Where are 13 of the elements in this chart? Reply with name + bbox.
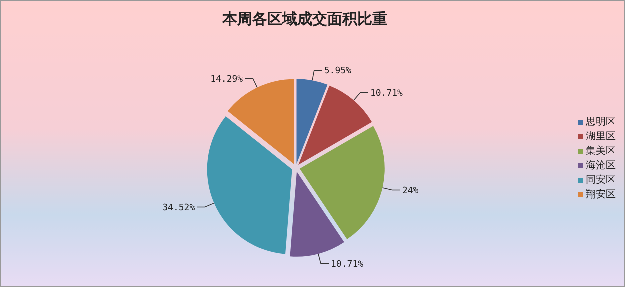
data-label: 10.71%: [331, 260, 364, 270]
data-label: 24%: [402, 186, 420, 196]
data-label: 34.52%: [162, 203, 196, 214]
chart-title: 本周各区域成交面积比重: [222, 10, 388, 28]
legend-label: 同安区: [586, 174, 616, 186]
legend-label: 思明区: [585, 117, 616, 128]
legend-label: 翔安区: [586, 188, 616, 200]
legend-label: 海沧区: [586, 160, 616, 172]
data-label: 10.71%: [370, 88, 404, 99]
data-label: 5.95%: [324, 66, 352, 77]
legend-label: 湖里区: [586, 130, 616, 142]
data-label: 14.29%: [210, 74, 244, 85]
legend-label: 集美区: [586, 145, 616, 157]
